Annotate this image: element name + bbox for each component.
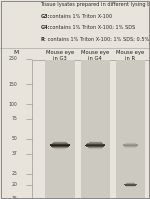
Text: 20: 20 — [11, 182, 17, 187]
Text: Tissue lysates prepared in different lysing buffers.: Tissue lysates prepared in different lys… — [40, 2, 150, 7]
Text: Mouse eye
in G3: Mouse eye in G3 — [46, 50, 74, 61]
Text: G4:: G4: — [40, 25, 50, 30]
Text: contains 1% Triton X-100; 1% SDS; 0.5% SDC: contains 1% Triton X-100; 1% SDS; 0.5% S… — [46, 37, 150, 42]
Text: 100: 100 — [9, 102, 17, 107]
Text: 150: 150 — [9, 82, 17, 87]
Text: R:: R: — [40, 37, 46, 42]
Bar — [116, 60, 145, 198]
Bar — [45, 60, 75, 198]
Bar — [81, 60, 110, 198]
Text: Mouse eye
in G4: Mouse eye in G4 — [81, 50, 109, 61]
Text: M: M — [13, 50, 18, 55]
Text: 25: 25 — [11, 171, 17, 176]
Bar — [32, 60, 148, 198]
Text: G3:: G3: — [40, 14, 50, 19]
Text: 50: 50 — [12, 137, 17, 141]
Text: 37: 37 — [11, 151, 17, 156]
Text: 250: 250 — [9, 56, 17, 61]
Text: contains 1% Triton X-100; 1% SDS: contains 1% Triton X-100; 1% SDS — [48, 25, 135, 30]
Text: contains 1% Triton X-100: contains 1% Triton X-100 — [48, 14, 112, 19]
Text: Mouse eye
in R: Mouse eye in R — [116, 50, 145, 61]
Text: 15: 15 — [11, 196, 17, 199]
Text: 75: 75 — [11, 116, 17, 121]
